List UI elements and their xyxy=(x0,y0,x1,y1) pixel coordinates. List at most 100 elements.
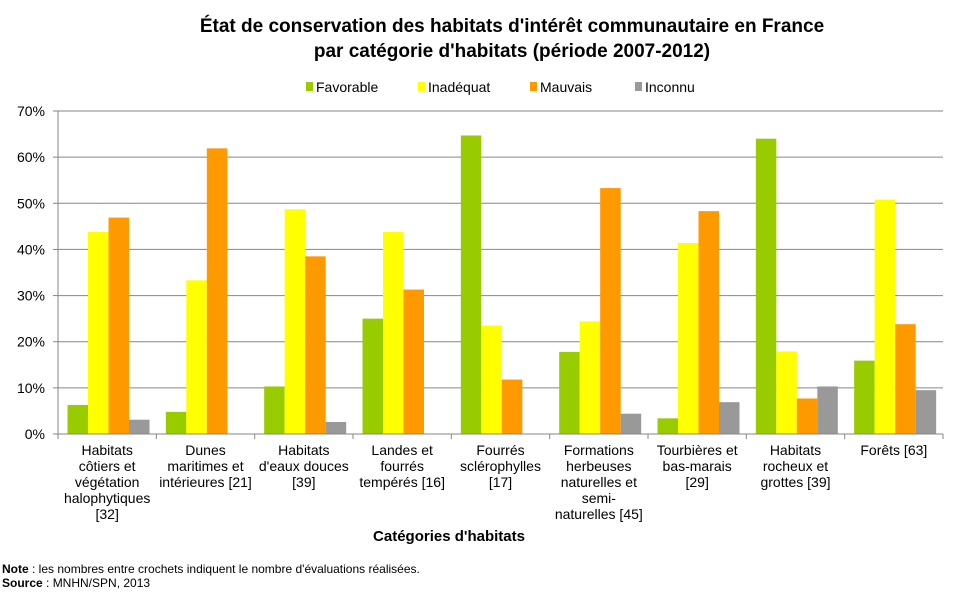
bar xyxy=(874,199,896,434)
legend-swatch xyxy=(635,82,642,91)
y-tick-label: 20% xyxy=(17,334,45,350)
x-category-label-line: côtiers et xyxy=(79,458,136,474)
source-line: Source : MNHN/SPN, 2013 xyxy=(2,576,150,590)
y-tick-label: 10% xyxy=(17,380,45,396)
bar xyxy=(719,402,740,434)
chart-title-line-1: État de conservation des habitats d'inté… xyxy=(200,15,824,37)
y-tick-label: 40% xyxy=(17,241,45,257)
x-category-label-line: Dunes xyxy=(185,442,225,458)
legend-label: Inconnu xyxy=(645,79,695,95)
x-category-label-line: maritimes et xyxy=(167,458,243,474)
chart: État de conservation des habitats d'inté… xyxy=(17,15,944,545)
legend-label: Favorable xyxy=(316,79,378,95)
x-category-label: Landes et fourrés tempérés [16] xyxy=(359,442,445,490)
x-axis-label: Catégories d'habitats xyxy=(373,528,525,545)
x-category-label-line: [32] xyxy=(95,506,118,522)
x-category-label-line: grottes [39] xyxy=(760,474,830,490)
bar xyxy=(776,351,797,434)
x-category-label-line: [39] xyxy=(292,474,315,490)
x-category-label-line: naturelles [45] xyxy=(555,506,643,522)
x-category-label-line: Formations xyxy=(564,442,634,458)
bar xyxy=(186,280,207,434)
bar xyxy=(915,390,937,434)
x-axis-categories: Habitats côtiers et végétation halophytique… xyxy=(64,442,927,522)
bar xyxy=(817,386,838,434)
bar xyxy=(264,386,285,434)
bar xyxy=(165,411,187,434)
legend-label: Mauvais xyxy=(540,79,592,95)
bar xyxy=(403,289,424,434)
bars xyxy=(67,135,937,434)
y-tick-label: 0% xyxy=(25,426,45,442)
bar xyxy=(796,398,818,434)
x-category-label-line: sclérophylles xyxy=(460,458,541,474)
x-category-label: Fourrés sclérophylles [17] xyxy=(460,442,541,490)
source-label: Source xyxy=(2,576,43,590)
bar xyxy=(501,379,523,434)
y-tick-label: 60% xyxy=(17,149,45,165)
x-category-label-line: fourrés xyxy=(380,458,424,474)
x-category-label-line: semi- xyxy=(582,490,617,506)
bar xyxy=(88,231,109,434)
y-axis-ticks: 0% 10% 20% 30% 40% 50% 60% 70% xyxy=(17,103,58,442)
x-category-label-line: Tourbières et xyxy=(657,442,738,458)
bar xyxy=(481,325,502,434)
bar xyxy=(657,418,678,434)
axes xyxy=(57,111,944,439)
x-category-label-line: bas-marais xyxy=(663,458,732,474)
x-category-label: Dunes maritimes et intérieures [21] xyxy=(159,442,252,490)
note-line: Note : les nombres entre crochets indiqu… xyxy=(2,562,420,576)
x-category-label-line: d'eaux douces xyxy=(259,458,349,474)
bar xyxy=(755,138,777,434)
bar xyxy=(325,422,347,434)
x-category-label: Forêts [63] xyxy=(860,442,927,458)
x-category-label-line: rocheux et xyxy=(763,458,828,474)
y-tick-label: 70% xyxy=(17,103,45,119)
bar xyxy=(698,211,719,434)
bar xyxy=(108,217,129,434)
x-category-label-line: [17] xyxy=(489,474,512,490)
x-category-label-line: Habitats xyxy=(278,442,329,458)
x-category-label: Habitats rocheux et grottes [39] xyxy=(760,442,830,490)
x-category-label-line: Forêts [63] xyxy=(860,442,927,458)
bar xyxy=(67,404,88,434)
x-category-label-line: intérieures [21] xyxy=(159,474,252,490)
bar xyxy=(895,324,916,434)
chart-title-line-2: par catégorie d'habitats (période 2007-2… xyxy=(314,41,710,62)
bar xyxy=(620,413,642,434)
bar xyxy=(206,148,228,434)
y-tick-label: 50% xyxy=(17,195,45,211)
note-label: Note xyxy=(2,562,29,576)
bar xyxy=(579,321,601,434)
y-tick-label: 30% xyxy=(17,288,45,304)
legend-swatch xyxy=(418,82,425,91)
x-category-label: Habitats côtiers et végétation halophytique… xyxy=(64,442,150,522)
x-category-label-line: végétation xyxy=(75,474,140,490)
legend-label: Inadéquat xyxy=(428,79,490,95)
bar xyxy=(460,135,482,434)
x-category-label-line: naturelles et xyxy=(561,474,637,490)
x-category-label: Formations herbeuses naturelles et semi-nat… xyxy=(555,442,643,522)
bar xyxy=(559,351,580,434)
x-category-label-line: Landes et xyxy=(371,442,433,458)
x-category-label-line: Habitats xyxy=(81,442,132,458)
legend-swatch xyxy=(306,82,313,91)
bar xyxy=(305,256,326,434)
legend: Favorable Inadéquat Mauvais Inconnu xyxy=(306,79,695,95)
bar xyxy=(678,242,699,434)
x-category-label-line: [29] xyxy=(685,474,708,490)
x-category-label-line: Fourrés xyxy=(476,442,524,458)
bar xyxy=(600,188,621,434)
bar xyxy=(284,209,306,434)
x-category-label-line: halophytiques xyxy=(64,490,150,506)
bar xyxy=(362,318,383,434)
source-text: : MNHN/SPN, 2013 xyxy=(42,576,151,590)
x-category-label: Tourbières et bas-marais [29] xyxy=(657,442,738,490)
x-category-label-line: tempérés [16] xyxy=(359,474,445,490)
x-category-label-line: Habitats xyxy=(770,442,821,458)
x-category-label-line: herbeuses xyxy=(566,458,631,474)
legend-swatch xyxy=(530,82,537,91)
note-text: : les nombres entre crochets indiquent l… xyxy=(28,562,420,576)
x-category-label: Habitats d'eaux douces [39] xyxy=(259,442,349,490)
bar xyxy=(854,360,875,434)
